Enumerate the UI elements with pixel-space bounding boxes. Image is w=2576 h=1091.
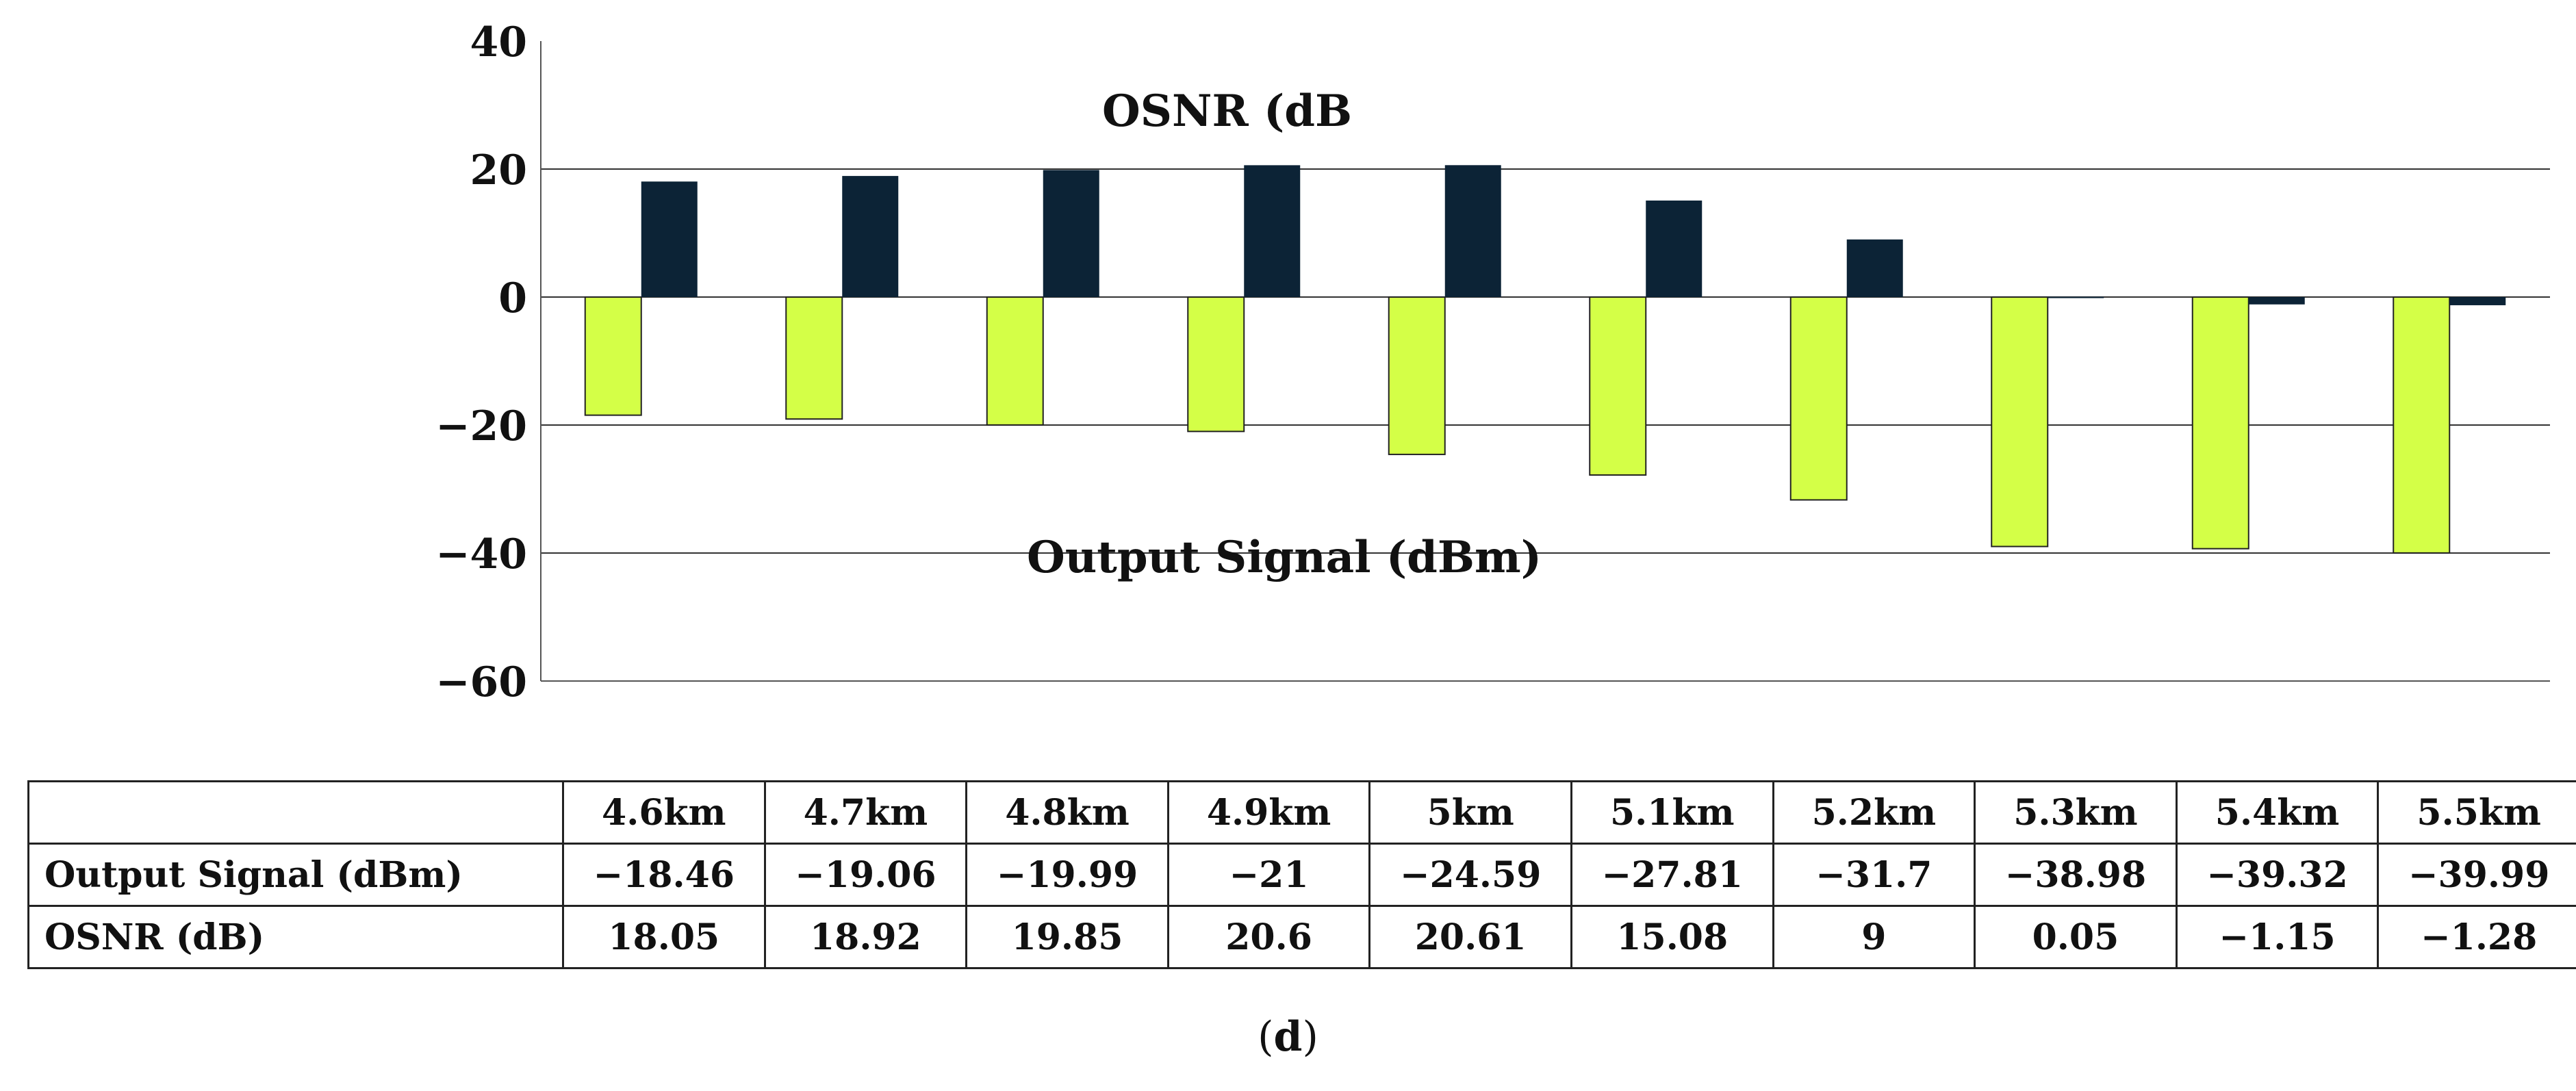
y-tick-label: −40: [435, 530, 527, 578]
table-cell: −1.28: [2377, 905, 2576, 969]
table-cell: 0.05: [1974, 905, 2178, 969]
table-cell: −38.98: [1974, 843, 2178, 907]
output-signal-bar: [1589, 296, 1647, 476]
table-cell: −31.7: [1772, 843, 1976, 907]
osnr-bar: [1444, 165, 1501, 297]
osnr-series-label: OSNR (dB: [1102, 86, 1352, 137]
table-header-cell: 4.9km: [1166, 780, 1371, 845]
bar-chart: 40 20 0 −20 −40 −60 OSNR (dB Output Signal (d…: [435, 18, 2550, 706]
osnr-bar: [2248, 297, 2305, 305]
panel-label-close: ): [1302, 1013, 1318, 1061]
table-header-cell: 4.7km: [763, 780, 968, 845]
table-cell: 20.61: [1368, 905, 1572, 969]
osnr-bar: [1244, 165, 1301, 297]
output-signal-bar: [1789, 296, 1848, 501]
output-signal-bar: [1388, 296, 1446, 455]
osnr-bar: [2048, 296, 2104, 298]
y-tick-label: 40: [470, 18, 528, 66]
osnr-bar: [1646, 201, 1703, 297]
y-axis: 40 20 0 −20 −40 −60: [435, 18, 2550, 706]
table-cell: 19.85: [965, 905, 1169, 969]
bars: [584, 165, 2506, 554]
table-header-cell: 4.8km: [965, 780, 1169, 845]
table-header-row: 4.6km 4.7km 4.8km 4.9km 5km 5.1km 5.2km …: [27, 780, 2576, 845]
table-cell: 18.92: [763, 905, 968, 969]
output-signal-bar: [986, 296, 1044, 426]
panel-label-letter: d: [1273, 1013, 1303, 1061]
table-cell: −39.99: [2377, 843, 2576, 907]
output-signal-bar: [1187, 296, 1245, 433]
output-signal-bar: [1991, 296, 2049, 548]
y-tick-label: −60: [435, 658, 527, 706]
table-cell: −24.59: [1368, 843, 1572, 907]
table-cell: −18.46: [562, 843, 766, 907]
osnr-bar: [842, 176, 899, 297]
output-signal-bar: [584, 296, 642, 416]
table-cell: 18.05: [562, 905, 766, 969]
table-header-cell: 5km: [1368, 780, 1572, 845]
y-tick-label: 0: [498, 274, 527, 322]
y-tick-label: −20: [435, 402, 527, 450]
series-labels: OSNR (dB Output Signal (dBm): [1027, 86, 1542, 583]
panel-label: (d): [0, 1013, 2576, 1061]
table-row-label: Output Signal (dBm): [27, 843, 564, 907]
table-header-cell: 4.6km: [562, 780, 766, 845]
table-row-osnr: OSNR (dB) 18.05 18.92 19.85 20.6 20.61 1…: [27, 905, 2576, 969]
table-cell: −19.99: [965, 843, 1169, 907]
panel-label-open: (: [1258, 1013, 1274, 1061]
table-header-cell: 5.5km: [2377, 780, 2576, 845]
y-tick-label: 20: [470, 146, 528, 194]
output-signal-series-label: Output Signal (dBm): [1027, 532, 1542, 583]
table-corner-cell: [27, 780, 564, 845]
table-cell: −27.81: [1570, 843, 1774, 907]
table-row-label: OSNR (dB): [27, 905, 564, 969]
data-table: 4.6km 4.7km 4.8km 4.9km 5km 5.1km 5.2km …: [27, 780, 2576, 969]
table-row-output-signal: Output Signal (dBm) −18.46 −19.06 −19.99…: [27, 843, 2576, 907]
table-cell: 20.6: [1166, 905, 1371, 969]
table-header-cell: 5.4km: [2175, 780, 2380, 845]
osnr-bar: [1846, 239, 1903, 297]
osnr-bar: [641, 181, 698, 297]
output-signal-bar: [2191, 296, 2249, 550]
table-cell: 15.08: [1570, 905, 1774, 969]
table-cell: −21: [1166, 843, 1371, 907]
table-cell: 9: [1772, 905, 1976, 969]
table-cell: −39.32: [2175, 843, 2380, 907]
table-header-cell: 5.3km: [1974, 780, 2178, 845]
table-header-cell: 5.2km: [1772, 780, 1976, 845]
table-cell: −19.06: [763, 843, 968, 907]
osnr-bar: [2449, 297, 2506, 305]
output-signal-bar: [2393, 296, 2451, 554]
output-signal-bar: [785, 296, 843, 420]
table-header-cell: 5.1km: [1570, 780, 1774, 845]
table-cell: −1.15: [2175, 905, 2380, 969]
osnr-bar: [1043, 170, 1099, 297]
